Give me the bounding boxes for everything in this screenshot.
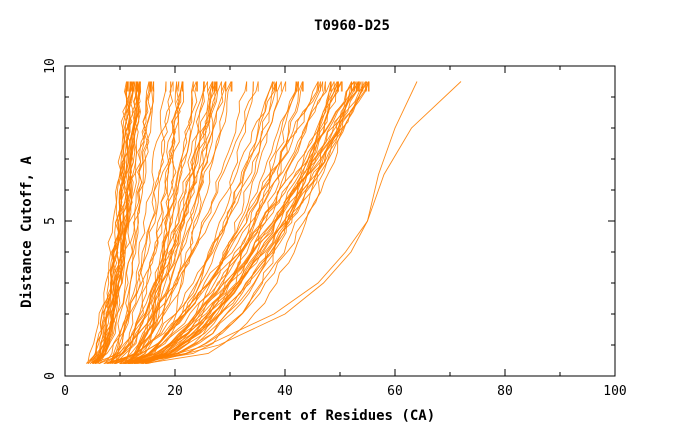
gdt-curve-48 bbox=[109, 81, 155, 364]
y-axis-label: Distance Cutoff, A bbox=[19, 156, 35, 308]
y-tick-layer: 0 5 10 bbox=[43, 58, 615, 380]
gdt-curve-33 bbox=[114, 81, 197, 364]
gdt-curve-43 bbox=[97, 81, 151, 364]
x-tick-label: 20 bbox=[167, 384, 183, 399]
gdt-curve-81 bbox=[134, 81, 319, 364]
gdt-curve-91 bbox=[131, 81, 332, 365]
gdt-curve-40 bbox=[115, 81, 155, 364]
gdt-curve-96 bbox=[120, 81, 339, 365]
gdt-curve-11 bbox=[92, 81, 135, 364]
gdt-curve-97 bbox=[131, 81, 355, 365]
gdt-curve-16 bbox=[94, 81, 141, 364]
gdt-curve-46 bbox=[124, 81, 226, 364]
gdt-curve-67 bbox=[106, 81, 278, 364]
gdt-curve-98 bbox=[146, 81, 343, 364]
gdt-curve-29 bbox=[115, 81, 185, 364]
gdt-curve-26 bbox=[110, 81, 167, 364]
gdt-curve-21 bbox=[94, 81, 129, 364]
gdt-curve-71 bbox=[134, 81, 353, 365]
gdt-curve-60 bbox=[124, 81, 259, 364]
gdt-curve-41 bbox=[124, 81, 183, 364]
x-tick-label: 40 bbox=[277, 384, 293, 399]
gdt-curve-101 bbox=[141, 81, 418, 365]
y-tick-label: 10 bbox=[43, 58, 58, 74]
curves-layer bbox=[85, 81, 462, 365]
gdt-curve-92 bbox=[122, 81, 369, 365]
x-axis-label: Percent of Residues (CA) bbox=[233, 408, 435, 424]
gdt-curve-38 bbox=[123, 81, 180, 364]
gdt-curve-52 bbox=[114, 81, 172, 364]
chart-title: T0960-D25 bbox=[314, 18, 390, 34]
x-tick-label: 0 bbox=[61, 384, 69, 399]
gdt-curve-72 bbox=[125, 81, 331, 364]
gdt-curve-100 bbox=[147, 81, 462, 365]
gdt-curve-94 bbox=[140, 81, 360, 365]
gdt-curve-93 bbox=[136, 81, 370, 365]
x-tick-label: 60 bbox=[387, 384, 403, 399]
gdt-curve-50 bbox=[99, 81, 216, 365]
gdt-curve-54 bbox=[128, 81, 217, 365]
gdt-curve-17 bbox=[89, 81, 141, 364]
gdt-curve-53 bbox=[119, 81, 232, 364]
gdt-curve-51 bbox=[98, 81, 213, 364]
plot-frame bbox=[64, 65, 616, 377]
gdt-curve-62 bbox=[103, 81, 275, 365]
x-tick-label: 100 bbox=[603, 384, 626, 399]
gdt-curve-47 bbox=[130, 81, 198, 364]
gdt-curve-22 bbox=[126, 81, 214, 364]
gdt-curve-90 bbox=[143, 81, 366, 364]
gdt-curve-69 bbox=[109, 81, 248, 365]
gdt-curve-68 bbox=[106, 81, 298, 365]
gdt-curve-49 bbox=[92, 81, 150, 364]
gdt-curve-84 bbox=[144, 81, 353, 365]
gdt-curve-66 bbox=[130, 81, 299, 365]
gdt-curve-89 bbox=[119, 81, 359, 365]
x-tick-label: 80 bbox=[497, 384, 513, 399]
gdt-curve-19 bbox=[89, 81, 134, 364]
gdt-curve-83 bbox=[125, 81, 335, 365]
gdt-curve-88 bbox=[144, 81, 324, 365]
y-tick-label: 5 bbox=[43, 217, 58, 225]
gdt-curve-99 bbox=[135, 81, 338, 365]
y-tick-label: 0 bbox=[43, 372, 58, 380]
x-tick-layer: 0 20 40 60 80 100 bbox=[61, 66, 627, 399]
